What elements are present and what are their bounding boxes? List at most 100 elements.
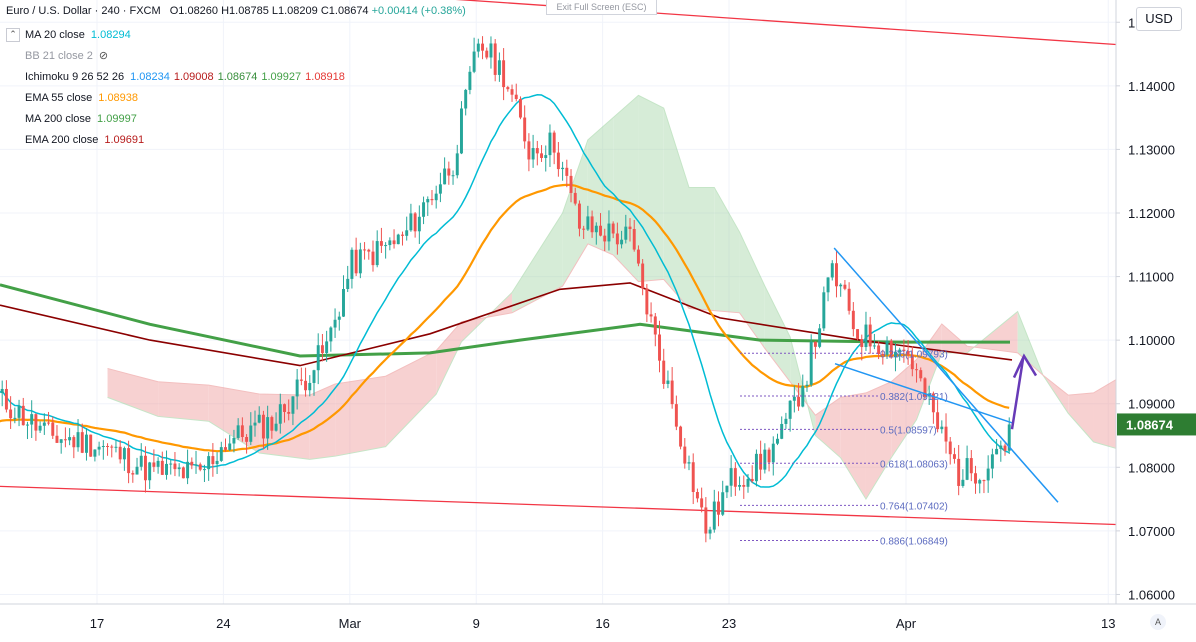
candle-body [384, 245, 388, 247]
candle-body [21, 405, 25, 426]
candle-body [181, 467, 185, 479]
candle-body [872, 345, 876, 347]
time-tick-label: 13 [1101, 616, 1115, 631]
time-tick-label: 9 [473, 616, 480, 631]
candle-body [156, 460, 160, 467]
candle-body [160, 460, 164, 475]
candle-body [72, 437, 76, 448]
candle-body [118, 446, 122, 460]
candle-body [818, 328, 822, 347]
candle-body [434, 193, 438, 201]
candle-body [63, 439, 67, 441]
candle-body [556, 152, 560, 170]
candle-body [695, 492, 699, 499]
candle-body [342, 289, 345, 317]
candle-body [969, 458, 973, 474]
legend-row-ema55[interactable]: EMA 55 close 1.08938 [6, 88, 345, 109]
candle-body [611, 223, 615, 234]
candle-body [856, 329, 860, 340]
candle-body [405, 230, 409, 236]
candle-body [961, 479, 965, 486]
legend-ichimoku-v2: 1.09008 [173, 71, 214, 83]
time-tick-label: 16 [595, 616, 609, 631]
legend-row-ma200[interactable]: MA 200 close 1.09997 [6, 109, 345, 130]
candle-body [354, 249, 358, 274]
candle-body [860, 339, 864, 348]
candle-body [299, 379, 303, 381]
price-tick-label: 1.11000 [1128, 270, 1174, 285]
candle-body [982, 480, 986, 482]
candle-body [839, 284, 843, 287]
candle-body [249, 425, 253, 442]
candle-body [788, 400, 792, 419]
candle-body [350, 249, 354, 279]
candle-body [662, 360, 666, 384]
grid-lines [0, 0, 1116, 604]
legend-row-bb[interactable]: BB 21 close 2 ⊘ [6, 46, 345, 67]
candle-body [910, 354, 914, 370]
ma200-line [0, 283, 1010, 358]
candle-body [898, 349, 902, 352]
candle-body [26, 424, 29, 426]
candle-body [80, 432, 84, 453]
candle-body [847, 288, 851, 311]
candle-body [957, 458, 961, 486]
candle-body [42, 422, 46, 426]
candle-body [261, 414, 265, 439]
cloud-segment [158, 381, 209, 422]
candle-body [4, 388, 8, 410]
price-tick-label: 1.09000 [1128, 397, 1175, 412]
candle-body [413, 213, 417, 232]
candle-body [236, 425, 240, 438]
candle-body [607, 223, 611, 242]
candle-body [906, 351, 910, 355]
exit-fullscreen-button[interactable]: Exit Full Screen (ESC) [546, 0, 657, 15]
candle-body [388, 240, 392, 246]
last-price-label: 1.08674 [1126, 417, 1174, 432]
collapse-chevron-icon[interactable]: ⌃ [6, 28, 20, 43]
time-tick-label: 23 [722, 616, 736, 631]
candle-body [253, 422, 257, 426]
candle-body [822, 292, 826, 329]
candle-body [712, 501, 716, 530]
fib-level-label: 0.5(1.08597) [880, 425, 937, 436]
candle-body [632, 229, 636, 250]
candle-body [76, 432, 80, 448]
price-tick-label: 1.10000 [1128, 333, 1175, 348]
candle-body [148, 462, 152, 481]
trendline-downtrend [833, 247, 1059, 503]
price-tick-label: 1.13000 [1128, 142, 1175, 157]
legend-row-ma20[interactable]: ⌃ MA 20 close 1.08294 [6, 25, 345, 46]
candle-body [55, 435, 59, 443]
legend-row-ichimoku[interactable]: Ichimoku 9 26 52 26 1.08234 1.09008 1.08674… [6, 67, 345, 88]
candle-body [948, 441, 952, 455]
candle-body [645, 288, 649, 315]
candle-body [9, 409, 13, 419]
candle-body [590, 216, 594, 233]
candle-body [653, 316, 657, 335]
candle-body [754, 453, 758, 482]
candle-body [540, 153, 544, 158]
candle-body [691, 462, 695, 493]
candle-body [47, 422, 51, 424]
hidden-eye-icon[interactable]: ⊘ [98, 50, 109, 62]
cloud-segment [865, 381, 892, 500]
candle-body [497, 60, 501, 75]
currency-button[interactable]: USD [1136, 7, 1182, 31]
candle-body [257, 414, 261, 423]
cloud-segment [638, 95, 664, 282]
candle-body [97, 446, 101, 450]
cloud-segment [916, 323, 942, 420]
price-axis [1116, 0, 1196, 642]
candle-body [763, 449, 767, 470]
time-tick-label: 24 [216, 616, 230, 631]
auto-scale-button[interactable]: A [1150, 614, 1166, 630]
candle-body [738, 485, 742, 487]
candle-body [881, 354, 885, 356]
candle-body [544, 155, 548, 158]
legend-row-ema200[interactable]: EMA 200 close 1.09691 [6, 130, 345, 151]
cloud-segment [1093, 378, 1119, 450]
cloud-segment [613, 95, 639, 282]
symbol-header: Euro / U.S. Dollar · 240 · FXCM O1.08260… [6, 5, 466, 17]
